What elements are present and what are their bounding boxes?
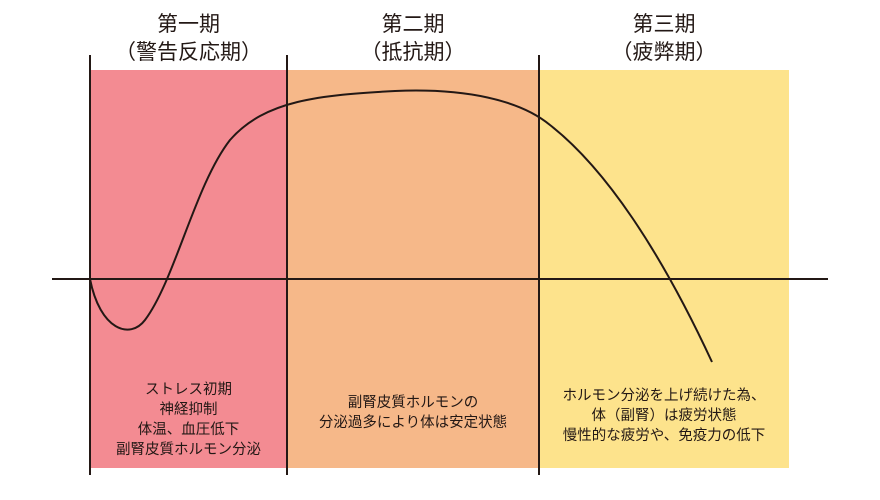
phase-2-start-line <box>286 55 288 475</box>
phase-3-start-line <box>538 55 540 475</box>
phase-1-desc-line: 体温、血圧低下 <box>137 422 240 438</box>
phase-2-subtitle: （抵抗期） <box>360 40 466 64</box>
phase-3-subtitle: （疲弊期） <box>611 40 717 64</box>
phase-1-desc-line: 副腎皮質ホルモン分泌 <box>116 442 261 458</box>
phase-2-background <box>287 70 539 468</box>
phase-1-desc-line: ストレス初期 <box>145 382 232 398</box>
phase-1-header: 第一期 （警告反応期） <box>90 10 287 66</box>
resistance-curve <box>89 89 713 363</box>
phase-2-description: 副腎皮質ホルモンの 分泌過多により体は安定状態 <box>287 393 539 433</box>
phase-3-description: ホルモン分泌を上げ続けた為、 体（副腎）は疲労状態 慢性的な疲労や、免疫力の低下 <box>539 386 789 446</box>
phase-3-desc-line: ホルモン分泌を上げ続けた為、 <box>562 388 766 404</box>
phase-3-desc-line: 慢性的な疲労や、免疫力の低下 <box>562 428 766 444</box>
phase-3-desc-line: 体（副腎）は疲労状態 <box>591 408 737 424</box>
phase-3-title: 第三期 <box>632 12 696 36</box>
phase-1-description: ストレス初期 神経抑制 体温、血圧低下 副腎皮質ホルモン分泌 <box>90 380 287 460</box>
phase-1-title: 第一期 <box>157 12 220 36</box>
phase-2-desc-line: 副腎皮質ホルモンの <box>347 395 479 411</box>
phase-1-subtitle: （警告反応期） <box>115 40 262 64</box>
phase-1-background <box>90 70 287 468</box>
phase-2-title: 第二期 <box>381 12 445 36</box>
phase-2-desc-line: 分泌過多により体は安定状態 <box>318 415 508 431</box>
phase-1-start-line <box>89 55 91 475</box>
phase-2-header: 第二期 （抵抗期） <box>287 10 539 66</box>
phase-3-header: 第三期 （疲弊期） <box>539 10 789 66</box>
phase-1-desc-line: 神経抑制 <box>159 402 218 418</box>
